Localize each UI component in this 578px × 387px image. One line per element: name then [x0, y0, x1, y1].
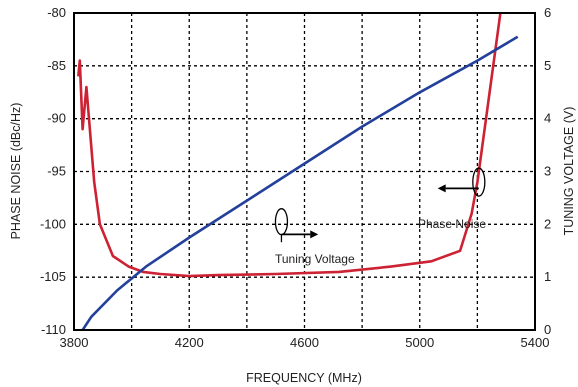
x-tick-label: 3800 [60, 335, 89, 350]
y-right-tick-label: 2 [544, 216, 551, 231]
y-left-tick-label: -90 [47, 111, 66, 126]
y-right-tick-label: 1 [544, 269, 551, 284]
y-right-tick-label: 4 [544, 111, 551, 126]
y-left-tick-label: -110 [41, 322, 66, 337]
x-tick-label: 4200 [175, 335, 204, 350]
phase-noise-arrow-head [437, 184, 446, 193]
y-left-tick-label: -100 [40, 216, 66, 231]
y-axis-label-left: PHASE NOISE (dBc/Hz) [9, 103, 23, 240]
tick-labels: 3800 4200 4600 5000 5400 -110 -105 -100 -95 -90 -8… [40, 5, 551, 350]
annotation-tuning-voltage: Tuning Voltage [275, 252, 355, 266]
plot-frame [73, 12, 536, 331]
phase-noise-marker [472, 167, 486, 197]
y-left-tick-label: -105 [40, 269, 66, 284]
y-left-tick-label: -95 [47, 164, 66, 179]
tuning-voltage-arrow-head [310, 230, 319, 239]
y-right-tick-label: 5 [544, 58, 551, 73]
tuning-voltage-line [81, 35, 519, 330]
annotation-phase-noise: Phase Noise [418, 217, 486, 231]
annotations: Tuning Voltage Phase Noise [274, 167, 486, 266]
y-right-tick-label: 6 [544, 5, 551, 20]
y-left-tick-label: -85 [47, 58, 66, 73]
y-axis-label-right: TUNING VOLTAGE (V) [562, 107, 576, 236]
y-right-tick-label: 3 [544, 164, 551, 179]
y-left-tick-label: -80 [47, 5, 66, 20]
series-layer [77, 13, 519, 330]
x-tick-label: 5400 [521, 335, 550, 350]
phase-noise-line [77, 13, 502, 278]
grid [74, 13, 535, 330]
x-tick-label: 5000 [405, 335, 434, 350]
x-axis-label: FREQUENCY (MHz) [246, 371, 362, 385]
y-right-tick-label: 0 [544, 322, 551, 337]
x-tick-label: 4600 [290, 335, 319, 350]
tuning-voltage-marker [274, 208, 289, 236]
